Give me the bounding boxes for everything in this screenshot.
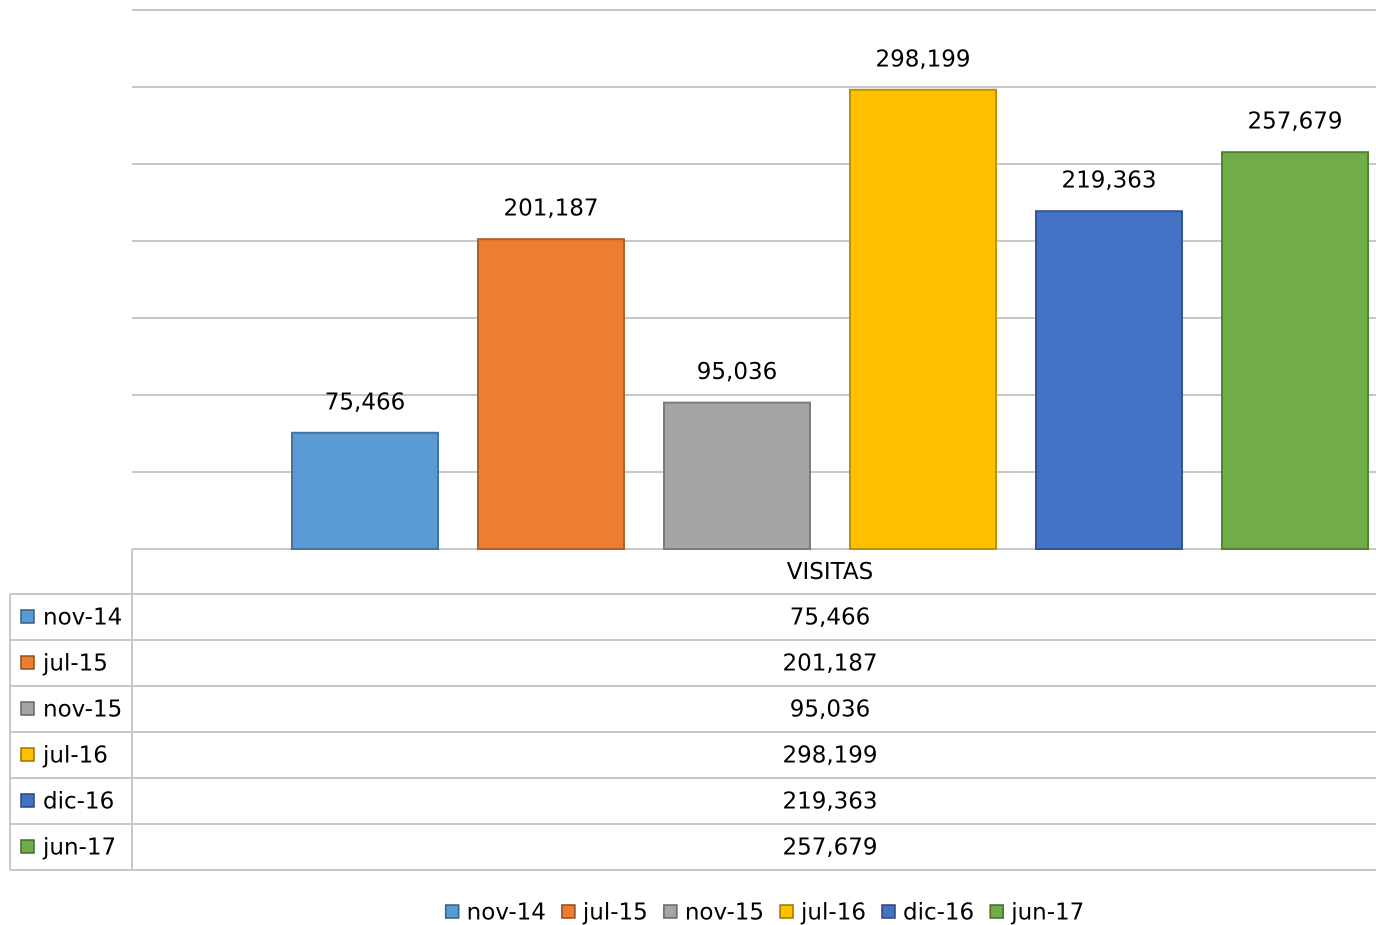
data-label: 257,679 [1247,109,1342,135]
table-header: VISITAS [787,559,874,585]
legend-key [20,839,35,854]
bar [1035,210,1183,551]
data-label: 75,466 [325,389,405,415]
bar [663,401,811,550]
data-label: 95,036 [697,359,777,385]
row-label: dic-16 [43,789,114,815]
row-label: jun-17 [42,835,116,861]
legend-key [881,904,896,919]
bar [477,238,625,550]
legend-key [20,655,35,670]
legend-key [989,904,1004,919]
legend-key [20,701,35,716]
table-cell: 201,187 [782,651,877,677]
table-cell: 298,199 [782,743,877,769]
legend-label: jun-17 [1010,900,1084,925]
legend-item: jul-16 [779,900,866,925]
data-label: 298,199 [875,46,970,72]
legend-key [779,904,794,919]
table-cell: 219,363 [782,789,877,815]
legend-label: jul-16 [800,900,866,925]
data-label: 219,363 [1061,168,1156,194]
legend-key [20,747,35,762]
legend-item: jul-15 [561,900,648,925]
legend-key [20,793,35,808]
row-label: jul-15 [42,651,108,677]
row-label: nov-15 [43,697,122,723]
legend-label: jul-15 [582,900,648,925]
table-cell: 75,466 [790,605,870,631]
data-label: 201,187 [503,196,598,222]
legend-key [663,904,678,919]
bar [291,431,439,550]
legend-item: nov-15 [663,900,764,925]
legend-label: dic-16 [903,900,974,925]
legend-label: nov-14 [467,900,546,925]
legend-key [20,609,35,624]
bar [1221,151,1369,550]
table-cell: 257,679 [782,835,877,861]
legend-key [561,904,576,919]
legend-item: jun-17 [989,900,1084,925]
legend-item: nov-14 [444,900,546,925]
legend-item: dic-16 [881,900,974,925]
table-cell: 95,036 [790,697,870,723]
legend-label: nov-15 [685,900,764,925]
row-label: nov-14 [43,605,122,631]
legend-key [444,904,460,919]
bar [849,88,997,551]
row-label: jul-16 [42,743,108,769]
